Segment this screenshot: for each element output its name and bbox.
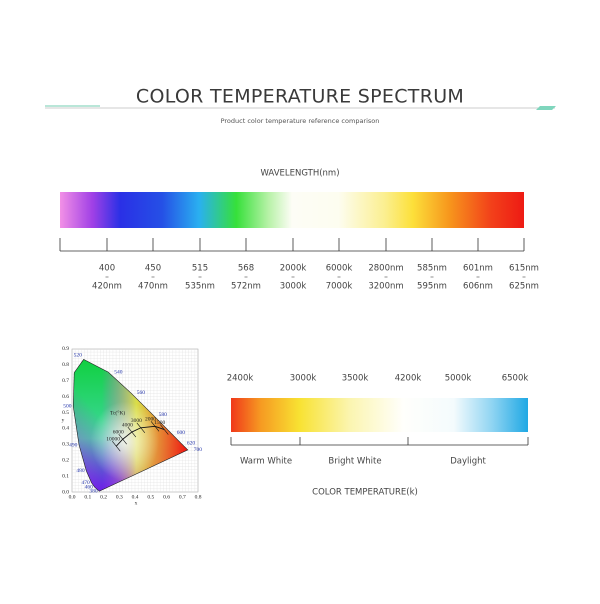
isotherm xyxy=(118,434,127,445)
y-tick-label: 0.7 xyxy=(62,378,69,384)
planckian-locus xyxy=(115,425,165,447)
temperature-bar xyxy=(231,398,528,432)
y-tick-label: 0.0 xyxy=(62,489,69,495)
temperature-label: 6500k xyxy=(502,374,529,384)
x-tick-label: 0.2 xyxy=(100,494,107,500)
wavelength-label: 595nm xyxy=(417,282,447,292)
locus-label: 620 xyxy=(187,440,196,446)
wavelength-label: 450 xyxy=(145,264,161,274)
temperature-mark-label: 10000 xyxy=(106,436,120,442)
temperature-label: 4200k xyxy=(395,374,422,384)
wavelength-label: 470nm xyxy=(138,282,168,292)
wavelength-label: 2800nm xyxy=(368,264,403,274)
temperature-label: 3000k xyxy=(290,374,317,384)
locus-label: 580 xyxy=(159,412,168,418)
spectral-locus xyxy=(72,359,189,492)
wavelength-label: 420nm xyxy=(92,282,122,292)
y-tick-label: 0.6 xyxy=(62,394,69,400)
wavelength-title: WAVELENGTH(nm) xyxy=(260,169,339,179)
temperature-label: 2400k xyxy=(227,374,254,384)
wavelength-label: 625nm xyxy=(509,282,539,292)
chromaticity-area xyxy=(73,359,188,492)
locus-label: 500 xyxy=(63,404,71,410)
subtitle: Product color temperature reference comp… xyxy=(221,117,380,125)
temperature-mark-label: 6000 xyxy=(113,429,124,435)
locus-label: 460 xyxy=(85,484,94,490)
temperature-title: COLOR TEMPERATURE(k) xyxy=(312,488,418,498)
locus-label: 560 xyxy=(137,390,146,396)
y-tick-label: 0.4 xyxy=(62,426,69,432)
y-tick-label: 0.1 xyxy=(62,473,69,479)
y-tick-label: 0.8 xyxy=(62,362,69,368)
locus-label: 600 xyxy=(177,430,186,436)
wavelength-label: 615nm xyxy=(509,264,539,274)
wavelength-label: 7000k xyxy=(326,282,353,292)
locus-label: 380 xyxy=(89,488,98,494)
x-axis-label: x xyxy=(135,500,138,506)
locus-label: 490 xyxy=(69,442,78,448)
group-label: Warm White xyxy=(240,457,292,467)
isotherm xyxy=(136,422,146,433)
locus-label: 470 xyxy=(82,480,91,486)
y-tick-label: 0.5 xyxy=(62,410,69,416)
group-label: Bright White xyxy=(328,457,381,467)
x-tick-label: 0.4 xyxy=(132,494,139,500)
x-tick-label: 0.0 xyxy=(69,494,76,500)
locus-label: 480 xyxy=(76,468,85,474)
wavelength-label: 535nm xyxy=(185,282,215,292)
temperature-mark-label: 3000 xyxy=(131,418,142,424)
wavelength-label: 568 xyxy=(238,264,254,274)
rule-accent xyxy=(536,106,556,110)
group-label: Daylight xyxy=(450,457,486,467)
tc-label: Tc(°K) xyxy=(110,409,125,416)
wavelength-label: 6000k xyxy=(326,264,353,274)
temperature-mark-label: 2000 xyxy=(145,417,156,423)
y-tick-label: 0.9 xyxy=(62,346,69,352)
title: COLOR TEMPERATURE SPECTRUM xyxy=(136,86,464,108)
isotherm xyxy=(150,421,160,432)
isotherm xyxy=(160,424,169,435)
wavelength-label: 572nm xyxy=(231,282,261,292)
x-tick-label: 0.6 xyxy=(163,494,170,500)
y-tick-label: 0.3 xyxy=(62,442,69,448)
wavelength-label: 2000k xyxy=(280,264,307,274)
y-axis-label: y xyxy=(62,417,65,423)
wavelength-label: 601nm xyxy=(463,264,493,274)
wavelength-label: 585nm xyxy=(417,264,447,274)
locus-label: 700 xyxy=(194,447,203,453)
temperature-label: 5000k xyxy=(445,374,472,384)
x-tick-label: 0.8 xyxy=(195,494,202,500)
y-tick-label: 0.2 xyxy=(62,457,69,463)
x-tick-label: 0.7 xyxy=(179,494,186,500)
wavelength-bar xyxy=(60,192,524,228)
isotherm xyxy=(127,426,137,438)
temperature-mark-label: 1500 xyxy=(154,420,165,426)
x-tick-label: 0.3 xyxy=(116,494,123,500)
wavelength-label: 400 xyxy=(99,264,115,274)
x-tick-label: 0.1 xyxy=(84,494,91,500)
isotherm xyxy=(112,441,121,452)
x-tick-label: 0.5 xyxy=(147,494,154,500)
wavelength-label: 3200nm xyxy=(368,282,403,292)
temperature-mark-label: 4000 xyxy=(122,422,133,428)
locus-label: 520 xyxy=(74,353,83,359)
locus-label: 540 xyxy=(114,369,123,375)
wavelength-label: 606nm xyxy=(463,282,493,292)
temperature-label: 3500k xyxy=(342,374,369,384)
wavelength-label: 3000k xyxy=(280,282,307,292)
wavelength-label: 515 xyxy=(192,264,208,274)
